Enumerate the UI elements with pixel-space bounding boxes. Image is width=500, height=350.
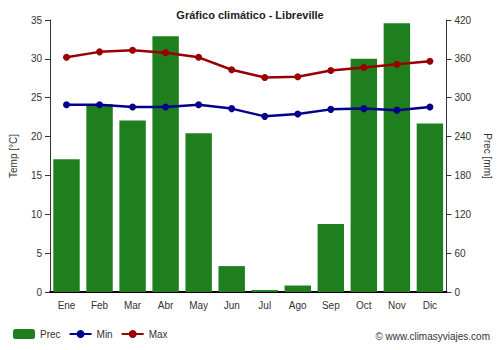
svg-text:25: 25: [31, 92, 43, 103]
svg-text:Ago: Ago: [289, 300, 307, 311]
svg-text:Prec: Prec: [40, 329, 61, 340]
svg-text:15: 15: [31, 170, 43, 181]
svg-text:Prec [mm]: Prec [mm]: [482, 133, 493, 179]
svg-text:© www.climasyviajes.com: © www.climasyviajes.com: [375, 331, 490, 342]
svg-text:Sep: Sep: [322, 300, 340, 311]
svg-text:Temp [°C]: Temp [°C]: [8, 134, 19, 178]
svg-text:360: 360: [454, 53, 471, 64]
svg-text:240: 240: [454, 131, 471, 142]
svg-text:60: 60: [454, 248, 466, 259]
svg-text:Mar: Mar: [124, 300, 142, 311]
svg-text:180: 180: [454, 170, 471, 181]
svg-text:Abr: Abr: [158, 300, 174, 311]
svg-text:Gráfico climático - Libreville: Gráfico climático - Libreville: [176, 9, 323, 21]
svg-text:Ene: Ene: [58, 300, 76, 311]
svg-text:420: 420: [454, 15, 471, 26]
svg-text:May: May: [189, 300, 208, 311]
svg-text:120: 120: [454, 209, 471, 220]
svg-text:Jul: Jul: [258, 300, 271, 311]
svg-text:Oct: Oct: [356, 300, 372, 311]
svg-text:Max: Max: [149, 329, 168, 340]
svg-text:300: 300: [454, 92, 471, 103]
svg-text:Feb: Feb: [91, 300, 109, 311]
svg-text:Jun: Jun: [224, 300, 240, 311]
svg-text:30: 30: [31, 53, 43, 64]
svg-text:0: 0: [454, 287, 460, 298]
svg-text:5: 5: [36, 248, 42, 259]
svg-text:Dic: Dic: [423, 300, 437, 311]
svg-text:Min: Min: [97, 329, 113, 340]
svg-text:20: 20: [31, 131, 43, 142]
svg-text:0: 0: [36, 287, 42, 298]
svg-text:35: 35: [31, 15, 43, 26]
svg-text:10: 10: [31, 209, 43, 220]
svg-text:Nov: Nov: [388, 300, 406, 311]
